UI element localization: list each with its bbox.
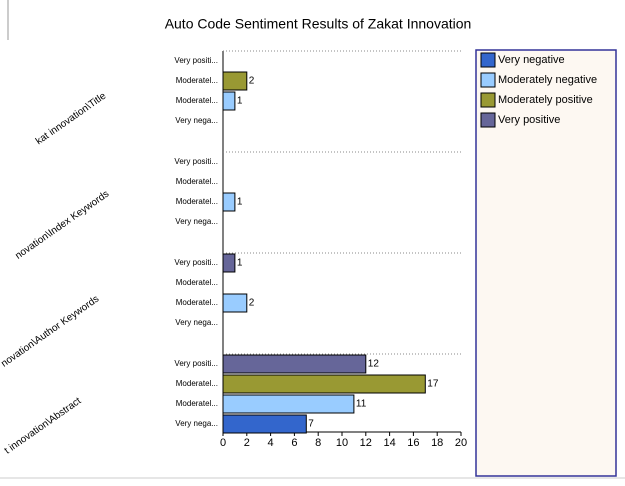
data-label: 2 xyxy=(249,298,255,309)
row-label: Moderatel... xyxy=(176,298,218,307)
row-label: Moderatel... xyxy=(176,197,218,206)
x-tick-label: 6 xyxy=(291,437,297,449)
bar xyxy=(222,192,236,212)
row-label: Moderatel... xyxy=(176,76,218,85)
legend-swatch xyxy=(480,112,496,128)
data-label: 1 xyxy=(237,258,243,269)
group-label: t innovation\Abstract xyxy=(3,395,84,456)
x-tick-label: 16 xyxy=(407,437,419,449)
x-tick-label: 18 xyxy=(431,437,443,449)
row-label: Very nega... xyxy=(175,318,218,327)
row-label: Very positi... xyxy=(174,359,218,368)
group-label: kat innovation\Title xyxy=(34,90,109,147)
row-label: Very nega... xyxy=(175,116,218,125)
bar xyxy=(222,71,248,91)
legend-label: Moderately positive xyxy=(498,94,593,106)
row-label: Moderatel... xyxy=(176,399,218,408)
bar xyxy=(222,394,355,414)
bar xyxy=(222,253,236,273)
x-tick-label: 8 xyxy=(315,437,321,449)
row-label: Very nega... xyxy=(175,419,218,428)
x-tick-label: 10 xyxy=(336,437,348,449)
data-label: 17 xyxy=(427,379,439,390)
x-tick-label: 14 xyxy=(383,437,395,449)
x-tick-label: 4 xyxy=(268,437,274,449)
data-label: 12 xyxy=(368,359,380,370)
bar xyxy=(222,91,236,111)
row-label: Moderatel... xyxy=(176,177,218,186)
data-label: 1 xyxy=(237,96,243,107)
row-label: Very positi... xyxy=(174,56,218,65)
data-label: 11 xyxy=(356,399,367,410)
row-label: Moderatel... xyxy=(176,96,218,105)
legend-swatch xyxy=(480,52,496,68)
data-label: 1 xyxy=(237,197,243,208)
x-tick-label: 2 xyxy=(244,437,250,449)
legend-swatch xyxy=(480,72,496,88)
legend-swatch xyxy=(480,92,496,108)
row-label: Moderatel... xyxy=(176,379,218,388)
bar xyxy=(222,293,248,313)
row-label: Very positi... xyxy=(174,157,218,166)
x-tick-label: 20 xyxy=(455,437,467,449)
bar xyxy=(222,374,426,394)
row-label: Moderatel... xyxy=(176,278,218,287)
x-tick-label: 12 xyxy=(360,437,372,449)
bar xyxy=(222,414,307,434)
row-label: Very positi... xyxy=(174,258,218,267)
bar xyxy=(222,354,367,374)
x-tick-label: 0 xyxy=(220,437,226,449)
legend-label: Very negative xyxy=(498,54,565,66)
row-label: Very nega... xyxy=(175,217,218,226)
legend-box xyxy=(475,49,617,477)
group-label: novation\Index Keywords xyxy=(13,189,111,262)
legend-label: Very positive xyxy=(498,114,560,126)
data-label: 2 xyxy=(249,76,255,87)
legend-label: Moderately negative xyxy=(498,74,597,86)
chart-title: Auto Code Sentiment Results of Zakat Inn… xyxy=(165,16,472,32)
data-label: 7 xyxy=(308,419,314,430)
group-label: novation\Author Keywords xyxy=(0,294,101,370)
